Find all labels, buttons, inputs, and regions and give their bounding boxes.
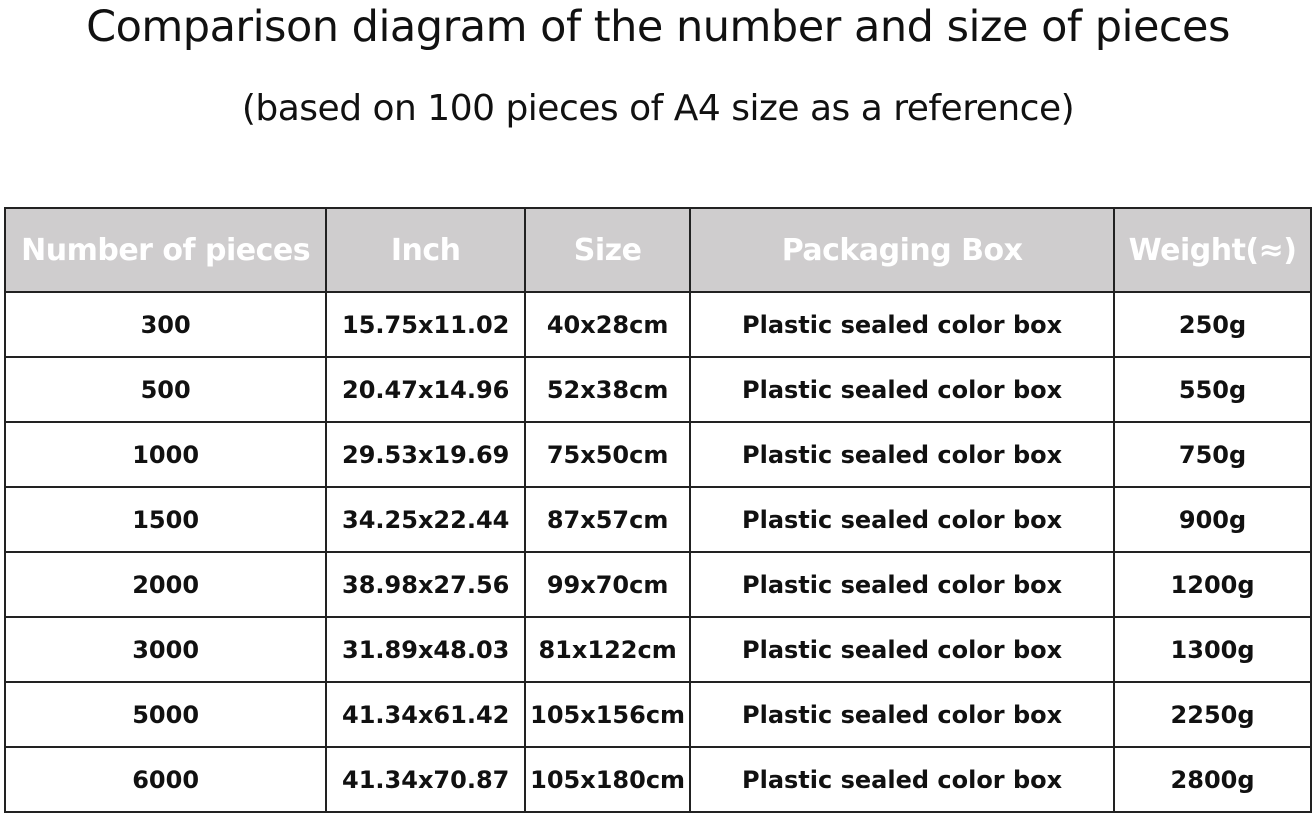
cell-packaging-box: Plastic sealed color box	[689, 421, 1116, 488]
cell-inch: 34.25x22.44	[325, 486, 527, 553]
cell-weight: 1200g	[1113, 551, 1312, 618]
cell-weight: 750g	[1113, 421, 1312, 488]
table-row: 5000 41.34x61.42 105x156cm Plastic sealed c…	[3, 681, 1312, 748]
cell-number-of-pieces: 1000	[3, 421, 328, 488]
cell-number-of-pieces: 300	[3, 291, 328, 358]
cell-size: 40x28cm	[524, 291, 692, 358]
cell-packaging-box: Plastic sealed color box	[689, 746, 1116, 813]
size-comparison-table: Number of pieces Inch Size Packaging Box Wei…	[3, 207, 1312, 813]
column-header-number-of-pieces: Number of pieces	[3, 207, 328, 293]
cell-packaging-box: Plastic sealed color box	[689, 551, 1116, 618]
cell-size: 105x180cm	[524, 746, 692, 813]
table-header-row: Number of pieces Inch Size Packaging Box Wei…	[3, 207, 1312, 293]
cell-weight: 2250g	[1113, 681, 1312, 748]
cell-packaging-box: Plastic sealed color box	[689, 486, 1116, 553]
cell-inch: 41.34x70.87	[325, 746, 527, 813]
cell-weight: 250g	[1113, 291, 1312, 358]
cell-number-of-pieces: 1500	[3, 486, 328, 553]
cell-packaging-box: Plastic sealed color box	[689, 616, 1116, 683]
cell-inch: 20.47x14.96	[325, 356, 527, 423]
column-header-inch: Inch	[325, 207, 527, 293]
table-row: 500 20.47x14.96 52x38cm Plastic sealed colo…	[3, 356, 1312, 423]
cell-size: 105x156cm	[524, 681, 692, 748]
page-title: Comparison diagram of the number and siz…	[86, 2, 1230, 52]
cell-weight: 550g	[1113, 356, 1312, 423]
table-row: 1500 34.25x22.44 87x57cm Plastic sealed col…	[3, 486, 1312, 553]
table-row: 1000 29.53x19.69 75x50cm Plastic sealed col…	[3, 421, 1312, 488]
cell-weight: 2800g	[1113, 746, 1312, 813]
cell-size: 99x70cm	[524, 551, 692, 618]
page-subtitle: (based on 100 pieces of A4 size as a ref…	[241, 88, 1075, 129]
cell-weight: 900g	[1113, 486, 1312, 553]
cell-size: 87x57cm	[524, 486, 692, 553]
column-header-packaging-box: Packaging Box	[689, 207, 1116, 293]
cell-size: 52x38cm	[524, 356, 692, 423]
cell-inch: 31.89x48.03	[325, 616, 527, 683]
column-header-size: Size	[524, 207, 692, 293]
cell-packaging-box: Plastic sealed color box	[689, 291, 1116, 358]
cell-number-of-pieces: 500	[3, 356, 328, 423]
cell-weight: 1300g	[1113, 616, 1312, 683]
cell-inch: 29.53x19.69	[325, 421, 527, 488]
cell-size: 81x122cm	[524, 616, 692, 683]
cell-number-of-pieces: 3000	[3, 616, 328, 683]
cell-size: 75x50cm	[524, 421, 692, 488]
column-header-weight: Weight(≈)	[1113, 207, 1312, 293]
table-row: 6000 41.34x70.87 105x180cm Plastic sealed c…	[3, 746, 1312, 813]
cell-number-of-pieces: 5000	[3, 681, 328, 748]
cell-inch: 15.75x11.02	[325, 291, 527, 358]
cell-number-of-pieces: 6000	[3, 746, 328, 813]
table-row: 2000 38.98x27.56 99x70cm Plastic sealed col…	[3, 551, 1312, 618]
cell-inch: 41.34x61.42	[325, 681, 527, 748]
table-row: 300 15.75x11.02 40x28cm Plastic sealed colo…	[3, 291, 1312, 358]
table-row: 3000 31.89x48.03 81x122cm Plastic sealed co…	[3, 616, 1312, 683]
cell-packaging-box: Plastic sealed color box	[689, 681, 1116, 748]
cell-packaging-box: Plastic sealed color box	[689, 356, 1116, 423]
cell-inch: 38.98x27.56	[325, 551, 527, 618]
cell-number-of-pieces: 2000	[3, 551, 328, 618]
